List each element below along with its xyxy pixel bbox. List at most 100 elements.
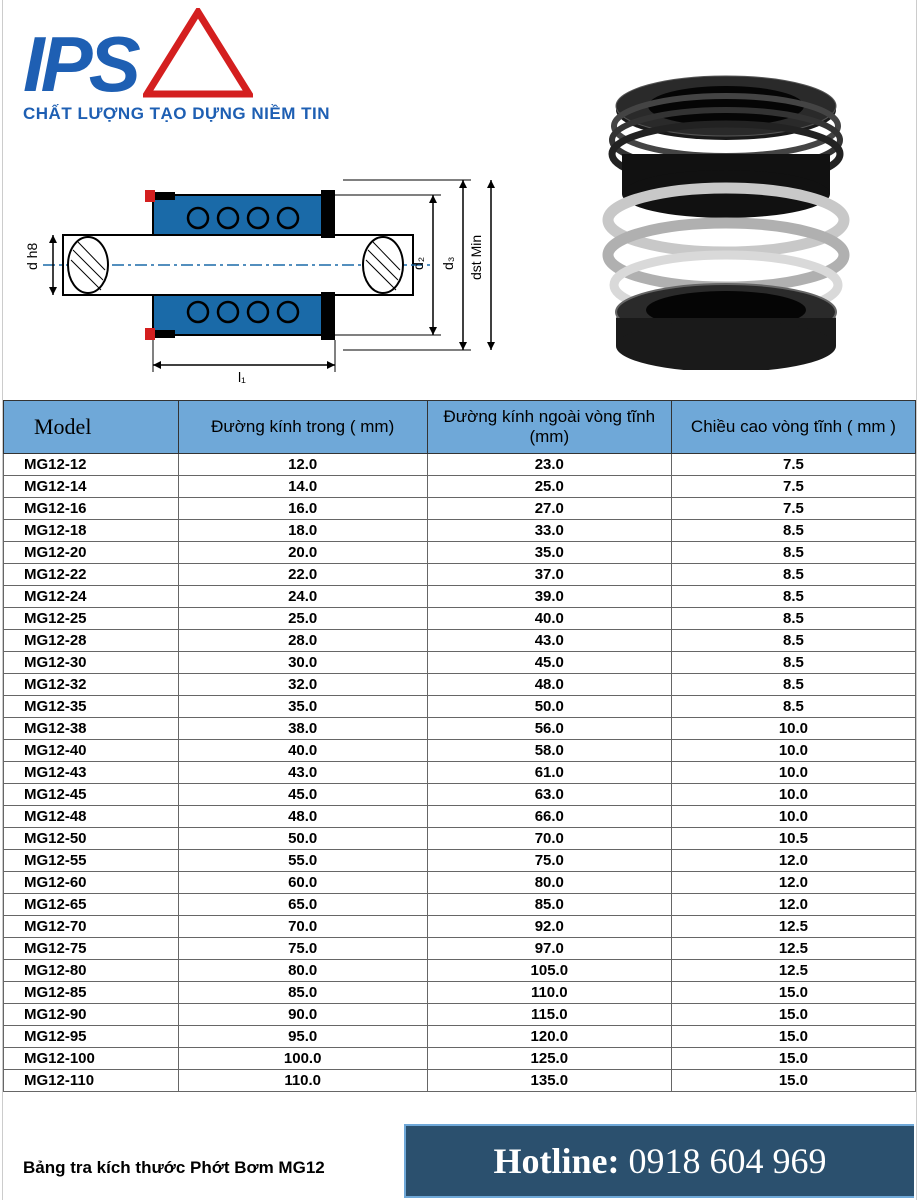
table-caption: Bảng tra kích thước Phớt Bơm MG12	[23, 1158, 325, 1178]
table-cell: 61.0	[427, 762, 671, 784]
table-cell: MG12-70	[4, 916, 179, 938]
table-row: MG12-3838.056.010.0	[4, 718, 916, 740]
table-cell: 24.0	[178, 586, 427, 608]
table-cell: MG12-65	[4, 894, 179, 916]
col-header-outer-dia: Đường kính ngoài vòng tĩnh (mm)	[427, 401, 671, 454]
table-row: MG12-9595.0120.015.0	[4, 1026, 916, 1048]
table-cell: 100.0	[178, 1048, 427, 1070]
table-cell: MG12-45	[4, 784, 179, 806]
document-page: IPS CHẤT LƯỢNG TẠO DỰNG NIỀM TIN	[2, 0, 917, 1200]
table-cell: MG12-43	[4, 762, 179, 784]
table-cell: MG12-22	[4, 564, 179, 586]
table-cell: 45.0	[178, 784, 427, 806]
table-cell: 43.0	[178, 762, 427, 784]
table-cell: 97.0	[427, 938, 671, 960]
table-cell: MG12-50	[4, 828, 179, 850]
table-cell: 37.0	[427, 564, 671, 586]
table-cell: 8.5	[671, 630, 915, 652]
table-cell: 56.0	[427, 718, 671, 740]
spec-table: Model Đường kính trong ( mm) Đường kính …	[3, 400, 916, 1092]
table-cell: 10.0	[671, 762, 915, 784]
table-cell: 32.0	[178, 674, 427, 696]
hotline-label: Hotline:	[494, 1140, 620, 1182]
table-cell: 105.0	[427, 960, 671, 982]
table-cell: 20.0	[178, 542, 427, 564]
table-cell: 14.0	[178, 476, 427, 498]
table-cell: 66.0	[427, 806, 671, 828]
table-cell: 80.0	[178, 960, 427, 982]
table-cell: MG12-12	[4, 454, 179, 476]
table-cell: 92.0	[427, 916, 671, 938]
table-row: MG12-100100.0125.015.0	[4, 1048, 916, 1070]
table-cell: 8.5	[671, 586, 915, 608]
table-cell: MG12-95	[4, 1026, 179, 1048]
table-cell: MG12-110	[4, 1070, 179, 1092]
table-cell: MG12-60	[4, 872, 179, 894]
table-cell: MG12-75	[4, 938, 179, 960]
table-cell: 75.0	[427, 850, 671, 872]
table-cell: MG12-40	[4, 740, 179, 762]
table-cell: 63.0	[427, 784, 671, 806]
table-cell: 38.0	[178, 718, 427, 740]
brand-tagline: CHẤT LƯỢNG TẠO DỰNG NIỀM TIN	[23, 104, 403, 124]
table-row: MG12-1414.025.07.5	[4, 476, 916, 498]
table-header-row: Model Đường kính trong ( mm) Đường kính …	[4, 401, 916, 454]
table-row: MG12-2222.037.08.5	[4, 564, 916, 586]
table-cell: MG12-30	[4, 652, 179, 674]
table-row: MG12-1616.027.07.5	[4, 498, 916, 520]
footer: Bảng tra kích thước Phớt Bơm MG12 Hotlin…	[3, 1120, 916, 1200]
table-row: MG12-6565.085.012.0	[4, 894, 916, 916]
table-row: MG12-2828.043.08.5	[4, 630, 916, 652]
table-cell: 8.5	[671, 652, 915, 674]
table-cell: 58.0	[427, 740, 671, 762]
table-cell: 35.0	[427, 542, 671, 564]
table-cell: 85.0	[178, 982, 427, 1004]
table-cell: MG12-80	[4, 960, 179, 982]
col-header-model: Model	[4, 401, 179, 454]
table-cell: 22.0	[178, 564, 427, 586]
table-row: MG12-110110.0135.015.0	[4, 1070, 916, 1092]
table-row: MG12-4848.066.010.0	[4, 806, 916, 828]
table-cell: 39.0	[427, 586, 671, 608]
dim-label-d3: d₃	[440, 257, 456, 271]
table-cell: 33.0	[427, 520, 671, 542]
table-cell: MG12-18	[4, 520, 179, 542]
table-cell: 60.0	[178, 872, 427, 894]
table-cell: MG12-90	[4, 1004, 179, 1026]
table-cell: 23.0	[427, 454, 671, 476]
table-cell: 135.0	[427, 1070, 671, 1092]
table-row: MG12-7070.092.012.5	[4, 916, 916, 938]
table-cell: MG12-55	[4, 850, 179, 872]
table-cell: 10.5	[671, 828, 915, 850]
table-cell: 70.0	[178, 916, 427, 938]
table-cell: 85.0	[427, 894, 671, 916]
seal-cross-section-diagram: d h8 l₁ d₂ d₃ dst Min	[23, 140, 503, 390]
col-header-ring-height: Chiều cao vòng tĩnh ( mm )	[671, 401, 915, 454]
table-cell: 110.0	[178, 1070, 427, 1092]
table-cell: 12.5	[671, 916, 915, 938]
table-cell: 8.5	[671, 696, 915, 718]
table-cell: 65.0	[178, 894, 427, 916]
table-cell: 7.5	[671, 498, 915, 520]
dim-label-d2: d₂	[410, 257, 426, 270]
table-cell: 80.0	[427, 872, 671, 894]
table-cell: MG12-35	[4, 696, 179, 718]
table-row: MG12-2020.035.08.5	[4, 542, 916, 564]
table-row: MG12-4040.058.010.0	[4, 740, 916, 762]
table-row: MG12-3232.048.08.5	[4, 674, 916, 696]
table-cell: 15.0	[671, 1048, 915, 1070]
table-cell: 90.0	[178, 1004, 427, 1026]
table-cell: 8.5	[671, 608, 915, 630]
table-row: MG12-7575.097.012.5	[4, 938, 916, 960]
table-cell: 27.0	[427, 498, 671, 520]
table-row: MG12-5555.075.012.0	[4, 850, 916, 872]
table-cell: 115.0	[427, 1004, 671, 1026]
table-row: MG12-5050.070.010.5	[4, 828, 916, 850]
table-cell: 16.0	[178, 498, 427, 520]
table-cell: 7.5	[671, 476, 915, 498]
table-cell: 48.0	[427, 674, 671, 696]
table-cell: 110.0	[427, 982, 671, 1004]
table-cell: MG12-16	[4, 498, 179, 520]
table-cell: 120.0	[427, 1026, 671, 1048]
table-row: MG12-8585.0110.015.0	[4, 982, 916, 1004]
